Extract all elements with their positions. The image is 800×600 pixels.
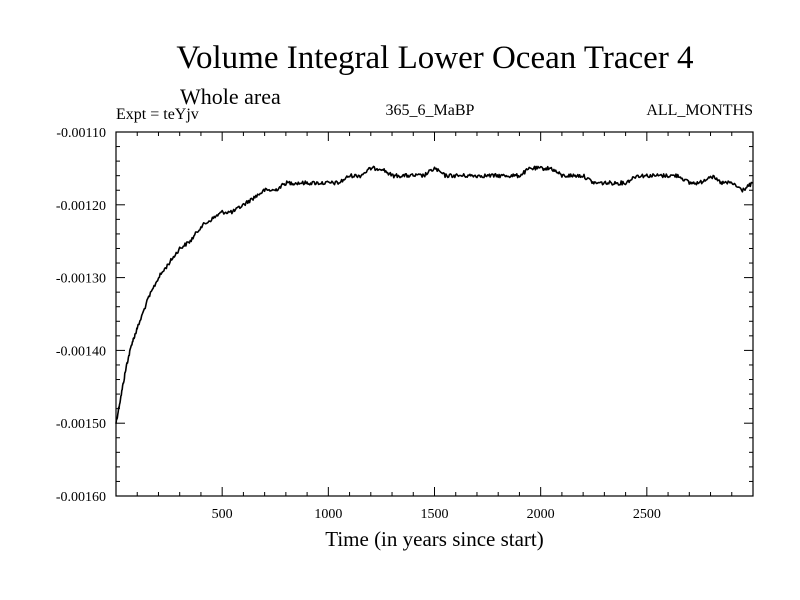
run-label: 365_6_MaBP (385, 102, 475, 119)
y-tick-label: -0.00150 (56, 417, 106, 432)
y-tick-label: -0.00110 (56, 126, 106, 141)
x-axis-label: Time (in years since start) (325, 527, 544, 551)
x-tick-label: 1000 (314, 507, 342, 522)
chart-subtitle: Whole area (180, 84, 281, 109)
y-tick-label: -0.00120 (56, 199, 106, 214)
chart-title: Volume Integral Lower Ocean Tracer 4 (176, 40, 694, 76)
y-tick-label: -0.00130 (56, 272, 106, 287)
y-tick-label: -0.00160 (56, 490, 106, 505)
x-tick-label: 2500 (633, 507, 661, 522)
y-tick-label: -0.00140 (56, 344, 106, 359)
plot-frame (115, 131, 754, 497)
x-tick-label: 1500 (421, 507, 449, 522)
experiment-label: Expt = teYjv (116, 106, 199, 123)
x-tick-label: 500 (212, 507, 233, 522)
series-line (115, 165, 754, 424)
x-tick-label: 2000 (527, 507, 555, 522)
months-label: ALL_MONTHS (646, 102, 753, 119)
